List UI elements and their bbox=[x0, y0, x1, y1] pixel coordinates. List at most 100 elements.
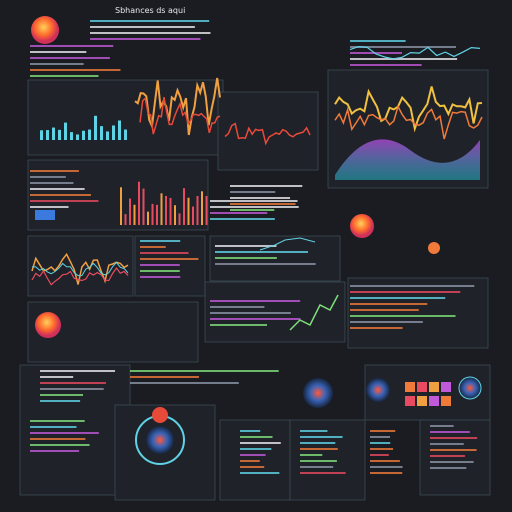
radial bbox=[152, 407, 168, 423]
text-line bbox=[30, 426, 77, 428]
text-line bbox=[90, 32, 211, 34]
text-line bbox=[30, 444, 90, 446]
text-line bbox=[350, 46, 456, 48]
text-line bbox=[350, 309, 419, 311]
bar bbox=[76, 134, 79, 140]
block bbox=[441, 382, 451, 392]
text-line bbox=[230, 209, 275, 211]
bar bbox=[183, 188, 185, 225]
bar bbox=[201, 191, 203, 225]
text-line bbox=[240, 460, 260, 462]
bar bbox=[82, 130, 85, 140]
text-line bbox=[210, 318, 301, 320]
text-line bbox=[130, 382, 239, 384]
text-line bbox=[30, 432, 99, 434]
text-line bbox=[30, 170, 79, 172]
panel bbox=[347, 277, 489, 349]
wave bbox=[334, 104, 483, 140]
bar bbox=[120, 187, 122, 225]
text-line bbox=[240, 466, 265, 468]
text-line bbox=[350, 297, 446, 299]
text-line bbox=[210, 324, 268, 326]
text-line bbox=[300, 460, 337, 462]
text-line bbox=[430, 431, 470, 433]
text-line bbox=[90, 26, 195, 28]
bar bbox=[165, 195, 167, 225]
text-line bbox=[30, 438, 86, 440]
text-line bbox=[230, 197, 291, 199]
text-line bbox=[370, 448, 394, 450]
bar bbox=[138, 181, 140, 225]
badge bbox=[35, 210, 55, 220]
text-line bbox=[230, 191, 276, 193]
block bbox=[405, 382, 415, 392]
text-line bbox=[140, 276, 181, 278]
panel bbox=[27, 79, 224, 156]
text-line bbox=[370, 466, 403, 468]
text-line bbox=[350, 40, 406, 42]
bar bbox=[100, 126, 103, 140]
text-line bbox=[40, 376, 74, 378]
globe bbox=[366, 378, 390, 402]
text-line bbox=[350, 52, 402, 54]
text-line bbox=[240, 448, 272, 450]
text-line bbox=[40, 382, 106, 384]
text-line bbox=[430, 437, 478, 439]
text-line bbox=[350, 303, 428, 305]
text-line bbox=[350, 285, 475, 287]
text-line bbox=[40, 388, 104, 390]
block bbox=[417, 382, 427, 392]
text-line bbox=[90, 38, 201, 40]
text-line bbox=[210, 200, 298, 202]
text-line bbox=[350, 321, 423, 323]
bar bbox=[124, 214, 127, 225]
text-line bbox=[30, 420, 85, 422]
text-line bbox=[300, 454, 323, 456]
text-line bbox=[300, 436, 343, 438]
text-line bbox=[30, 188, 85, 190]
text-line bbox=[30, 45, 114, 47]
text-line bbox=[210, 306, 265, 308]
text-line bbox=[370, 442, 391, 444]
text-line bbox=[300, 430, 328, 432]
text-line bbox=[30, 182, 74, 184]
trend bbox=[259, 237, 316, 251]
text-line bbox=[30, 63, 84, 65]
text-line bbox=[230, 185, 303, 187]
text-line bbox=[30, 75, 99, 77]
wave bbox=[349, 45, 481, 60]
text-line bbox=[130, 370, 279, 372]
bar bbox=[94, 115, 97, 140]
bar bbox=[40, 130, 43, 140]
bar bbox=[46, 130, 49, 140]
block bbox=[441, 396, 451, 406]
globe bbox=[303, 378, 333, 408]
orb bbox=[31, 16, 59, 44]
bar bbox=[133, 204, 136, 225]
bar bbox=[156, 204, 158, 225]
text-line bbox=[140, 270, 180, 272]
bar bbox=[58, 129, 61, 140]
text-line bbox=[370, 460, 400, 462]
bar bbox=[196, 195, 199, 225]
wave bbox=[31, 266, 129, 286]
text-line bbox=[30, 450, 80, 452]
text-line bbox=[30, 57, 110, 59]
text-line bbox=[140, 240, 181, 242]
bar bbox=[151, 203, 154, 225]
text-line bbox=[40, 400, 81, 402]
wave bbox=[32, 261, 129, 277]
wave bbox=[224, 122, 311, 146]
text-line bbox=[90, 20, 210, 22]
text-line bbox=[215, 251, 309, 253]
text-line bbox=[350, 58, 458, 60]
bar bbox=[70, 132, 73, 140]
panel bbox=[27, 235, 134, 297]
text-line bbox=[430, 425, 454, 427]
panel bbox=[19, 364, 131, 496]
bar bbox=[174, 205, 176, 225]
orb bbox=[428, 242, 440, 254]
area bbox=[335, 139, 480, 180]
text-line bbox=[300, 442, 336, 444]
